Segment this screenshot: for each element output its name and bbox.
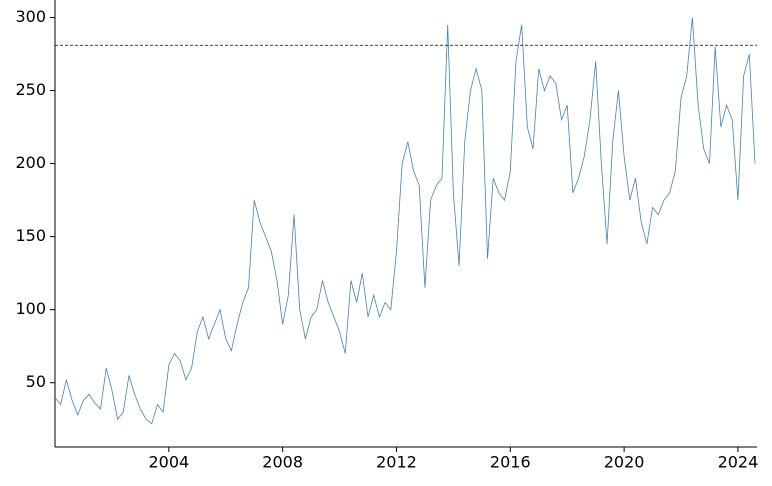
y-tick-label: 200 bbox=[15, 153, 46, 172]
y-tick-label: 50 bbox=[26, 372, 46, 391]
y-tick-label: 250 bbox=[15, 80, 46, 99]
x-tick-label: 2004 bbox=[148, 453, 189, 472]
y-tick-label: 100 bbox=[15, 299, 46, 318]
x-tick-label: 2016 bbox=[490, 453, 531, 472]
y-tick-label: 150 bbox=[15, 226, 46, 245]
y-tick-label: 300 bbox=[15, 7, 46, 26]
x-tick-label: 2020 bbox=[604, 453, 645, 472]
x-tick-label: 2024 bbox=[718, 453, 759, 472]
x-tick-label: 2008 bbox=[262, 453, 303, 472]
x-tick-label: 2012 bbox=[376, 453, 417, 472]
data-line bbox=[54, 17, 756, 425]
